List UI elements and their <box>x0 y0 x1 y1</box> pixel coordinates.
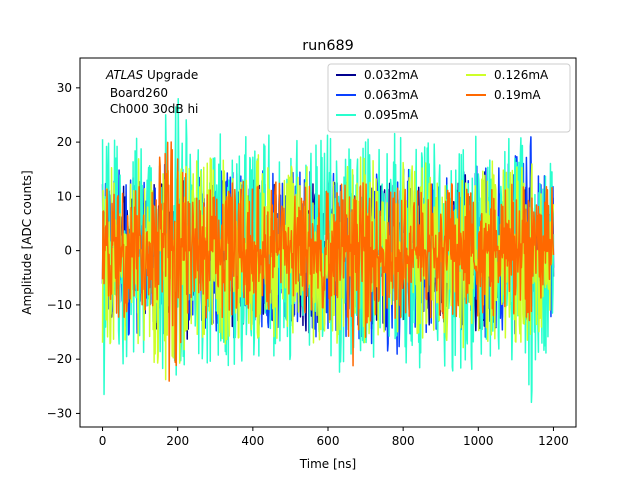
y-tick-label: −10 <box>47 298 72 312</box>
y-tick-label: 0 <box>64 244 72 258</box>
y-tick-label: 20 <box>57 135 72 149</box>
x-tick-label: 800 <box>392 434 415 448</box>
series-line-0.19mA <box>101 141 555 382</box>
y-tick-label: 30 <box>57 81 72 95</box>
legend: 0.032mA 0.063mA 0.095mA 0.126mA 0.19mA <box>327 63 571 133</box>
y-axis-label: Amplitude [ADC counts] <box>20 170 34 314</box>
legend-frame <box>327 63 571 133</box>
y-tick-label: −30 <box>47 406 72 420</box>
x-tick-label: 1200 <box>538 434 569 448</box>
chart-title: run689 <box>302 38 354 54</box>
x-tick-label: 200 <box>166 434 189 448</box>
x-axis-label: Time [ns] <box>299 457 356 471</box>
legend-label: 0.095mA <box>364 108 419 122</box>
legend-label: 0.126mA <box>494 68 549 82</box>
legend-label: 0.032mA <box>364 68 419 82</box>
y-tick-label: 10 <box>57 189 72 203</box>
legend-label: 0.19mA <box>494 88 541 102</box>
x-tick-label: 1000 <box>463 434 494 448</box>
x-tick-label: 0 <box>99 434 107 448</box>
y-axis: −30 −20 −10 0 10 20 30 <box>47 81 80 420</box>
annotation-upgrade: Upgrade <box>143 68 198 82</box>
legend-label: 0.063mA <box>364 88 419 102</box>
atlas-annotation: ATLAS Upgrade Board260 Ch000 30dB hi <box>105 68 198 116</box>
series-layer <box>101 97 555 404</box>
annotation-atlas: ATLAS <box>105 68 144 82</box>
annotation-line-2: Board260 <box>106 86 168 100</box>
annotation-line-3: Ch000 30dB hi <box>106 102 198 116</box>
annotation-line-1: ATLAS Upgrade <box>105 68 198 82</box>
y-tick-label: −20 <box>47 352 72 366</box>
x-tick-label: 400 <box>241 434 264 448</box>
x-tick-label: 600 <box>317 434 340 448</box>
x-axis: 0 200 400 600 800 1000 1200 <box>99 427 569 448</box>
